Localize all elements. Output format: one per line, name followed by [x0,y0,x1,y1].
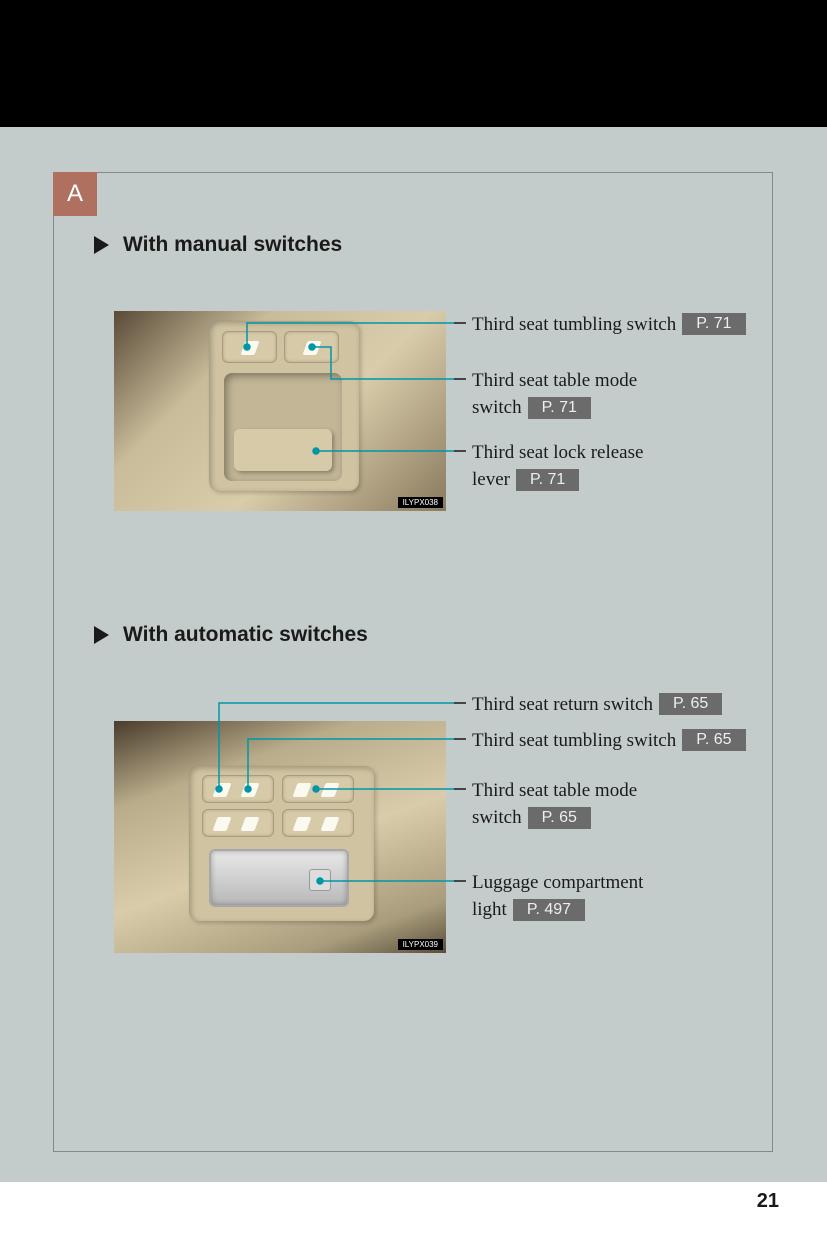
callout-auto-2: Third seat tumbling switch P. 65 [472,729,746,754]
header-bar [0,0,827,127]
content-frame: A With manual switches ILYPX038 [53,172,773,1152]
callout-text: Third seat tumbling switch [472,729,676,754]
page-ref: P. 65 [682,729,745,751]
callout-text: light [472,898,507,923]
callout-auto-3: Third seat table mode switch P. 65 [472,779,637,830]
page-number: 21 [757,1190,779,1213]
callout-text: switch [472,806,522,831]
page-ref: P. 497 [513,899,585,921]
page-ref: P. 65 [528,807,591,829]
page-ref: P. 65 [659,693,722,715]
leader-lines-auto [54,173,774,993]
callout-auto-4: Luggage compartment light P. 497 [472,871,643,922]
callout-text: Third seat table mode [472,779,637,804]
callout-text: Luggage compartment [472,871,643,896]
page-background: A With manual switches ILYPX038 [0,127,827,1182]
callout-text: Third seat return switch [472,693,653,718]
callout-auto-1: Third seat return switch P. 65 [472,693,722,718]
